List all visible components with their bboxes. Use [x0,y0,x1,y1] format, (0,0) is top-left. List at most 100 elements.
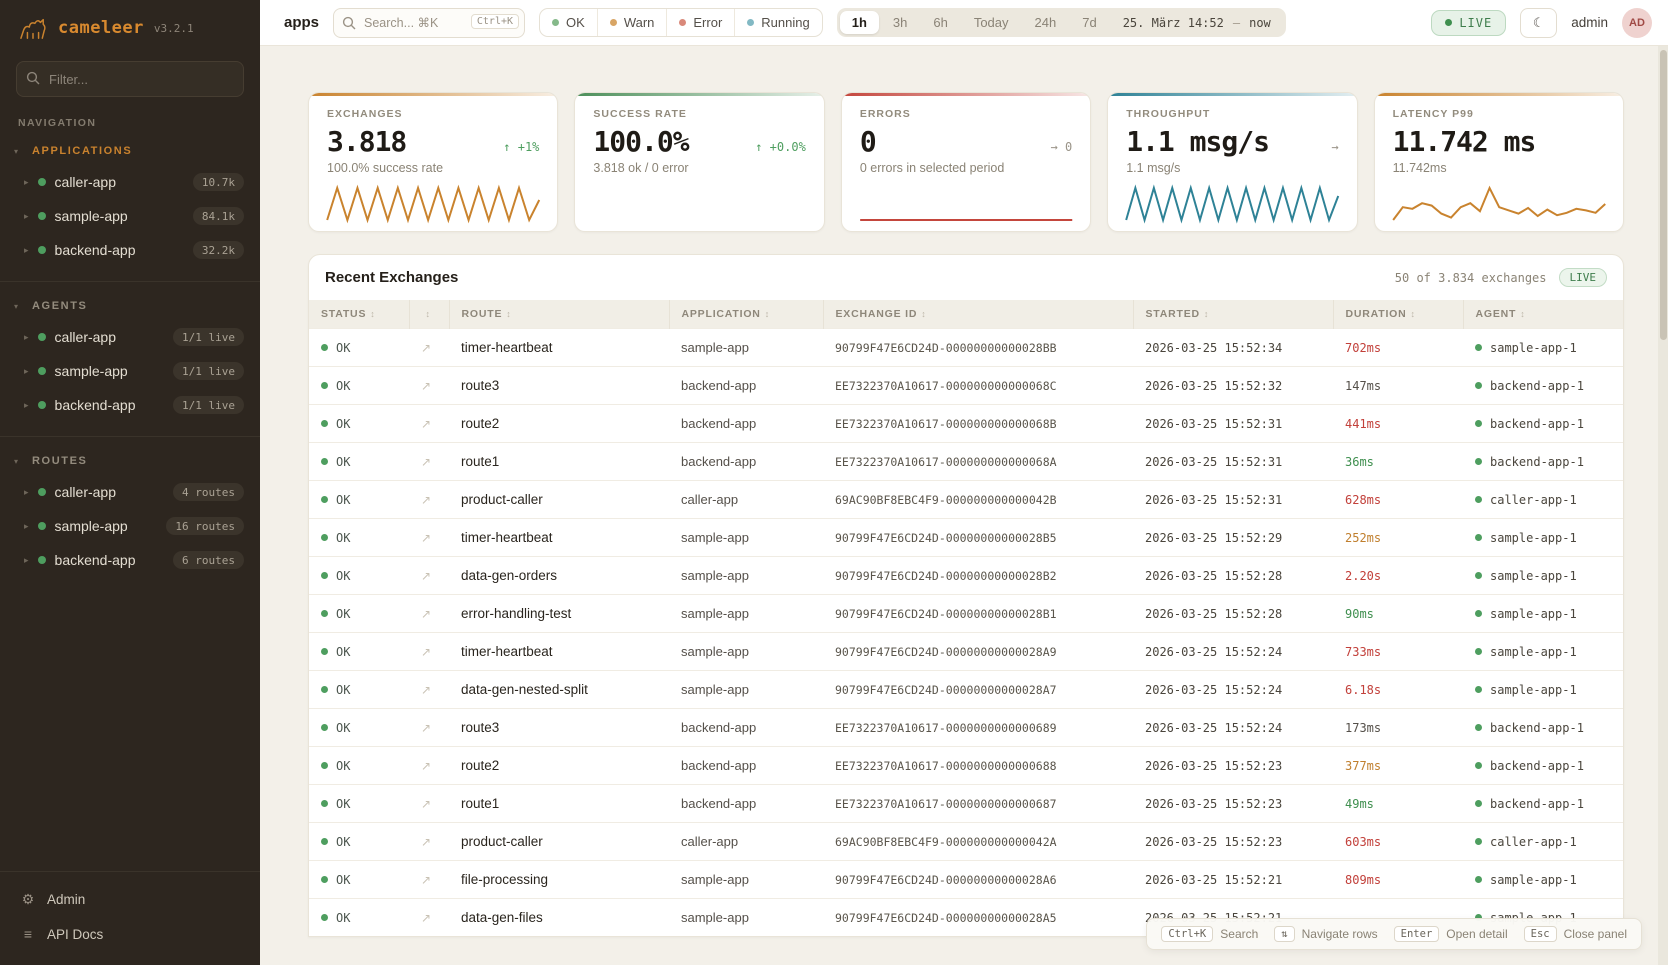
table-row[interactable]: OK↗route1backend-appEE7322370A10617-0000… [309,785,1623,823]
column-header-duration[interactable]: DURATION↕ [1333,300,1463,329]
time-range-today[interactable]: Today [962,11,1021,34]
column-header-route[interactable]: ROUTE↕ [449,300,669,329]
table-row[interactable]: OK↗timer-heartbeatsample-app90799F47E6CD… [309,519,1623,557]
sidebar-item-caller-app[interactable]: ▸caller-app4 routes [0,475,260,509]
time-range-3h[interactable]: 3h [881,11,919,34]
table-row[interactable]: OK↗data-gen-orderssample-app90799F47E6CD… [309,557,1623,595]
exchange-id-cell: 90799F47E6CD24D-00000000000028A6 [823,861,1133,899]
sidebar-item-backend-app[interactable]: ▸backend-app6 routes [0,543,260,577]
table-row[interactable]: OK↗route3backend-appEE7322370A10617-0000… [309,709,1623,747]
time-range-24h[interactable]: 24h [1023,11,1069,34]
application-cell: caller-app [669,823,823,861]
sidebar-item-backend-app[interactable]: ▸backend-app32.2k [0,233,260,267]
kpi-accent-bar [1108,93,1356,96]
sort-icon: ↕ [765,309,770,319]
open-detail-icon[interactable]: ↗ [421,455,431,469]
sidebar-item-sample-app[interactable]: ▸sample-app84.1k [0,199,260,233]
link-cell: ↗ [409,671,449,709]
filter-chip-warn[interactable]: Warn [597,9,667,36]
open-detail-icon[interactable]: ↗ [421,379,431,393]
open-detail-icon[interactable]: ↗ [421,721,431,735]
theme-toggle-button[interactable]: ☾ [1520,8,1557,38]
filter-input[interactable] [16,61,244,97]
table-row[interactable]: OK↗timer-heartbeatsample-app90799F47E6CD… [309,633,1623,671]
exchange-id-cell: EE7322370A10617-0000000000000687 [823,785,1133,823]
shortcut-label: Open detail [1446,927,1507,941]
ok-dot-icon [321,496,328,503]
chevron-down-icon: ▾ [14,302,18,311]
sidebar-item-backend-app[interactable]: ▸backend-app1/1 live [0,388,260,422]
filter-chip-running[interactable]: Running [734,9,821,36]
sidebar-item-sample-app[interactable]: ▸sample-app16 routes [0,509,260,543]
open-detail-icon[interactable]: ↗ [421,531,431,545]
scrollbar-thumb[interactable] [1660,50,1667,340]
open-detail-icon[interactable]: ↗ [421,911,431,925]
kpi-subtitle: 3.818 ok / 0 error [593,161,805,175]
agent-value: caller-app-1 [1475,835,1611,849]
table-row[interactable]: OK↗route3backend-appEE7322370A10617-0000… [309,367,1623,405]
open-detail-icon[interactable]: ↗ [421,607,431,621]
column-header-application[interactable]: APPLICATION↕ [669,300,823,329]
table-row[interactable]: OK↗error-handling-testsample-app90799F47… [309,595,1623,633]
sidebar-item-caller-app[interactable]: ▸caller-app10.7k [0,165,260,199]
date-range-display[interactable]: 25. März 14:52—now [1111,16,1283,30]
open-detail-icon[interactable]: ↗ [421,835,431,849]
column-header-started[interactable]: STARTED↕ [1133,300,1333,329]
agent-name: sample-app-1 [1490,607,1577,621]
filter-chip-error[interactable]: Error [666,9,734,36]
agent-value: sample-app-1 [1475,531,1611,545]
sidebar-item-api-docs[interactable]: ≡API Docs [0,917,260,951]
table-row[interactable]: OK↗route1backend-appEE7322370A10617-0000… [309,443,1623,481]
column-header-agent[interactable]: AGENT↕ [1463,300,1623,329]
open-detail-icon[interactable]: ↗ [421,797,431,811]
table-row[interactable]: OK↗route2backend-appEE7322370A10617-0000… [309,747,1623,785]
status-text: OK [336,645,350,659]
avatar[interactable]: AD [1622,8,1652,38]
open-detail-icon[interactable]: ↗ [421,683,431,697]
status-value: OK [321,341,397,355]
open-detail-icon[interactable]: ↗ [421,493,431,507]
column-header-exchange-id[interactable]: EXCHANGE ID↕ [823,300,1133,329]
table-row[interactable]: OK↗timer-heartbeatsample-app90799F47E6CD… [309,329,1623,367]
time-range-6h[interactable]: 6h [921,11,959,34]
open-detail-icon[interactable]: ↗ [421,341,431,355]
sidebar-section-header-applications[interactable]: ▾APPLICATIONS [0,139,260,165]
duration-cell: 49ms [1333,785,1463,823]
table-row[interactable]: OK↗data-gen-nested-splitsample-app90799F… [309,671,1623,709]
live-toggle-button[interactable]: LIVE [1431,10,1506,36]
agent-dot-icon [1475,344,1482,351]
open-detail-icon[interactable]: ↗ [421,569,431,583]
route-cell: route1 [449,785,669,823]
open-detail-icon[interactable]: ↗ [421,645,431,659]
table-row[interactable]: OK↗product-callercaller-app69AC90BF8EBC4… [309,823,1623,861]
time-range-1h[interactable]: 1h [840,11,879,34]
nav-section-label: NAVIGATION [0,99,260,131]
started-cell: 2026-03-25 15:52:29 [1133,519,1333,557]
ok-dot-icon [321,344,328,351]
column-header-link[interactable]: ↕ [409,300,449,329]
count-badge: 10.7k [193,173,244,191]
open-detail-icon[interactable]: ↗ [421,759,431,773]
column-header-status[interactable]: STATUS↕ [309,300,409,329]
filter-chip-ok[interactable]: OK [540,9,597,36]
sidebar-section-header-routes[interactable]: ▾ROUTES [0,449,260,475]
sidebar-section-header-agents[interactable]: ▾AGENTS [0,294,260,320]
table-row[interactable]: OK↗route2backend-appEE7322370A10617-0000… [309,405,1623,443]
agent-name: backend-app-1 [1490,379,1584,393]
exchange-id-cell: 90799F47E6CD24D-00000000000028B2 [823,557,1133,595]
chevron-right-icon: ▸ [24,245,29,256]
time-range-7d[interactable]: 7d [1070,11,1108,34]
table-row[interactable]: OK↗product-callercaller-app69AC90BF8EBC4… [309,481,1623,519]
chevron-right-icon: ▸ [24,487,29,498]
sidebar-item-sample-app[interactable]: ▸sample-app1/1 live [0,354,260,388]
open-detail-icon[interactable]: ↗ [421,417,431,431]
ok-dot-icon [321,382,328,389]
breadcrumb-context: apps [284,14,319,31]
status-value: OK [321,645,397,659]
sidebar-item-caller-app[interactable]: ▸caller-app1/1 live [0,320,260,354]
open-detail-icon[interactable]: ↗ [421,873,431,887]
sidebar-item-admin[interactable]: ⚙Admin [0,882,260,917]
scrollbar-track[interactable] [1658,46,1668,965]
table-row[interactable]: OK↗file-processingsample-app90799F47E6CD… [309,861,1623,899]
kbd-chip: ⇅ [1274,926,1294,942]
